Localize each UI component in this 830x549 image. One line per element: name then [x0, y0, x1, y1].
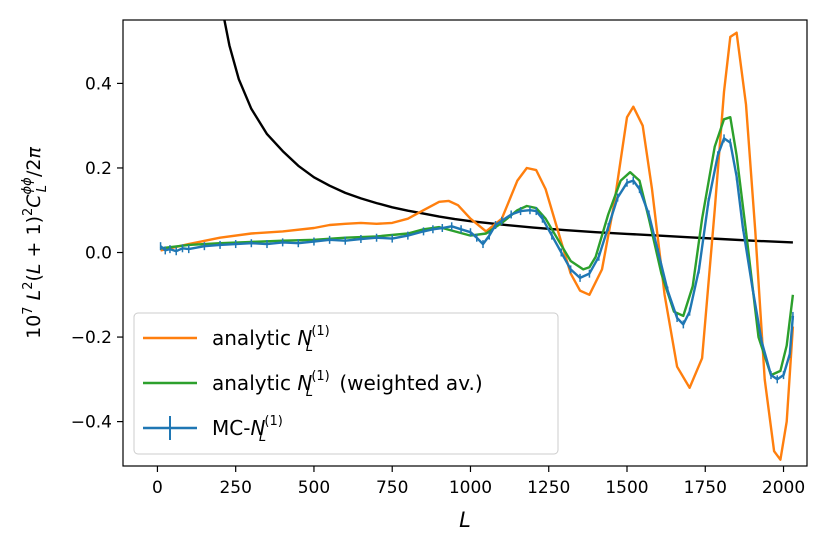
x-axis-ticks: 0 250 500 750 1000 1250 1500 1750 2000: [152, 466, 805, 498]
x-tick-label: 2000: [762, 478, 805, 498]
x-axis-label: L: [459, 508, 471, 532]
y-axis-ticks: −0.4 −0.2 0.0 0.2 0.4: [71, 74, 123, 433]
series-layer: [159, 20, 795, 461]
series-line-c-l-phiphi: [223, 20, 793, 244]
legend-label-weighted: analytic N(1) L (weighted av.): [212, 369, 483, 400]
y-tick-label: 0.2: [85, 159, 112, 179]
y-tick-label: 0.4: [85, 74, 112, 94]
y-tick-label: 0.0: [85, 244, 112, 264]
legend-label-analytic: analytic N(1) L: [212, 324, 330, 355]
plot-frame: [122, 19, 808, 467]
x-tick-label: 1750: [684, 478, 727, 498]
x-tick-label: 1250: [527, 478, 570, 498]
y-tick-label: −0.2: [71, 328, 112, 348]
x-tick-label: 750: [376, 478, 408, 498]
legend: analytic N(1) L analytic N(1) L (weighted …: [133, 312, 559, 455]
x-tick-label: 250: [219, 478, 251, 498]
y-axis-label: 107 L2(L + 1)2CϕϕL/2π: [20, 147, 50, 339]
series-line-weighted: [160, 115, 795, 377]
y-tick-label: −0.4: [71, 413, 112, 433]
legend-label-mc: MC-N(1) L: [212, 414, 283, 445]
legend-frame: [133, 312, 559, 455]
x-tick-label: 0: [152, 478, 163, 498]
x-tick-label: 1500: [605, 478, 648, 498]
x-tick-label: 500: [298, 478, 330, 498]
x-tick-label: 1000: [449, 478, 492, 498]
